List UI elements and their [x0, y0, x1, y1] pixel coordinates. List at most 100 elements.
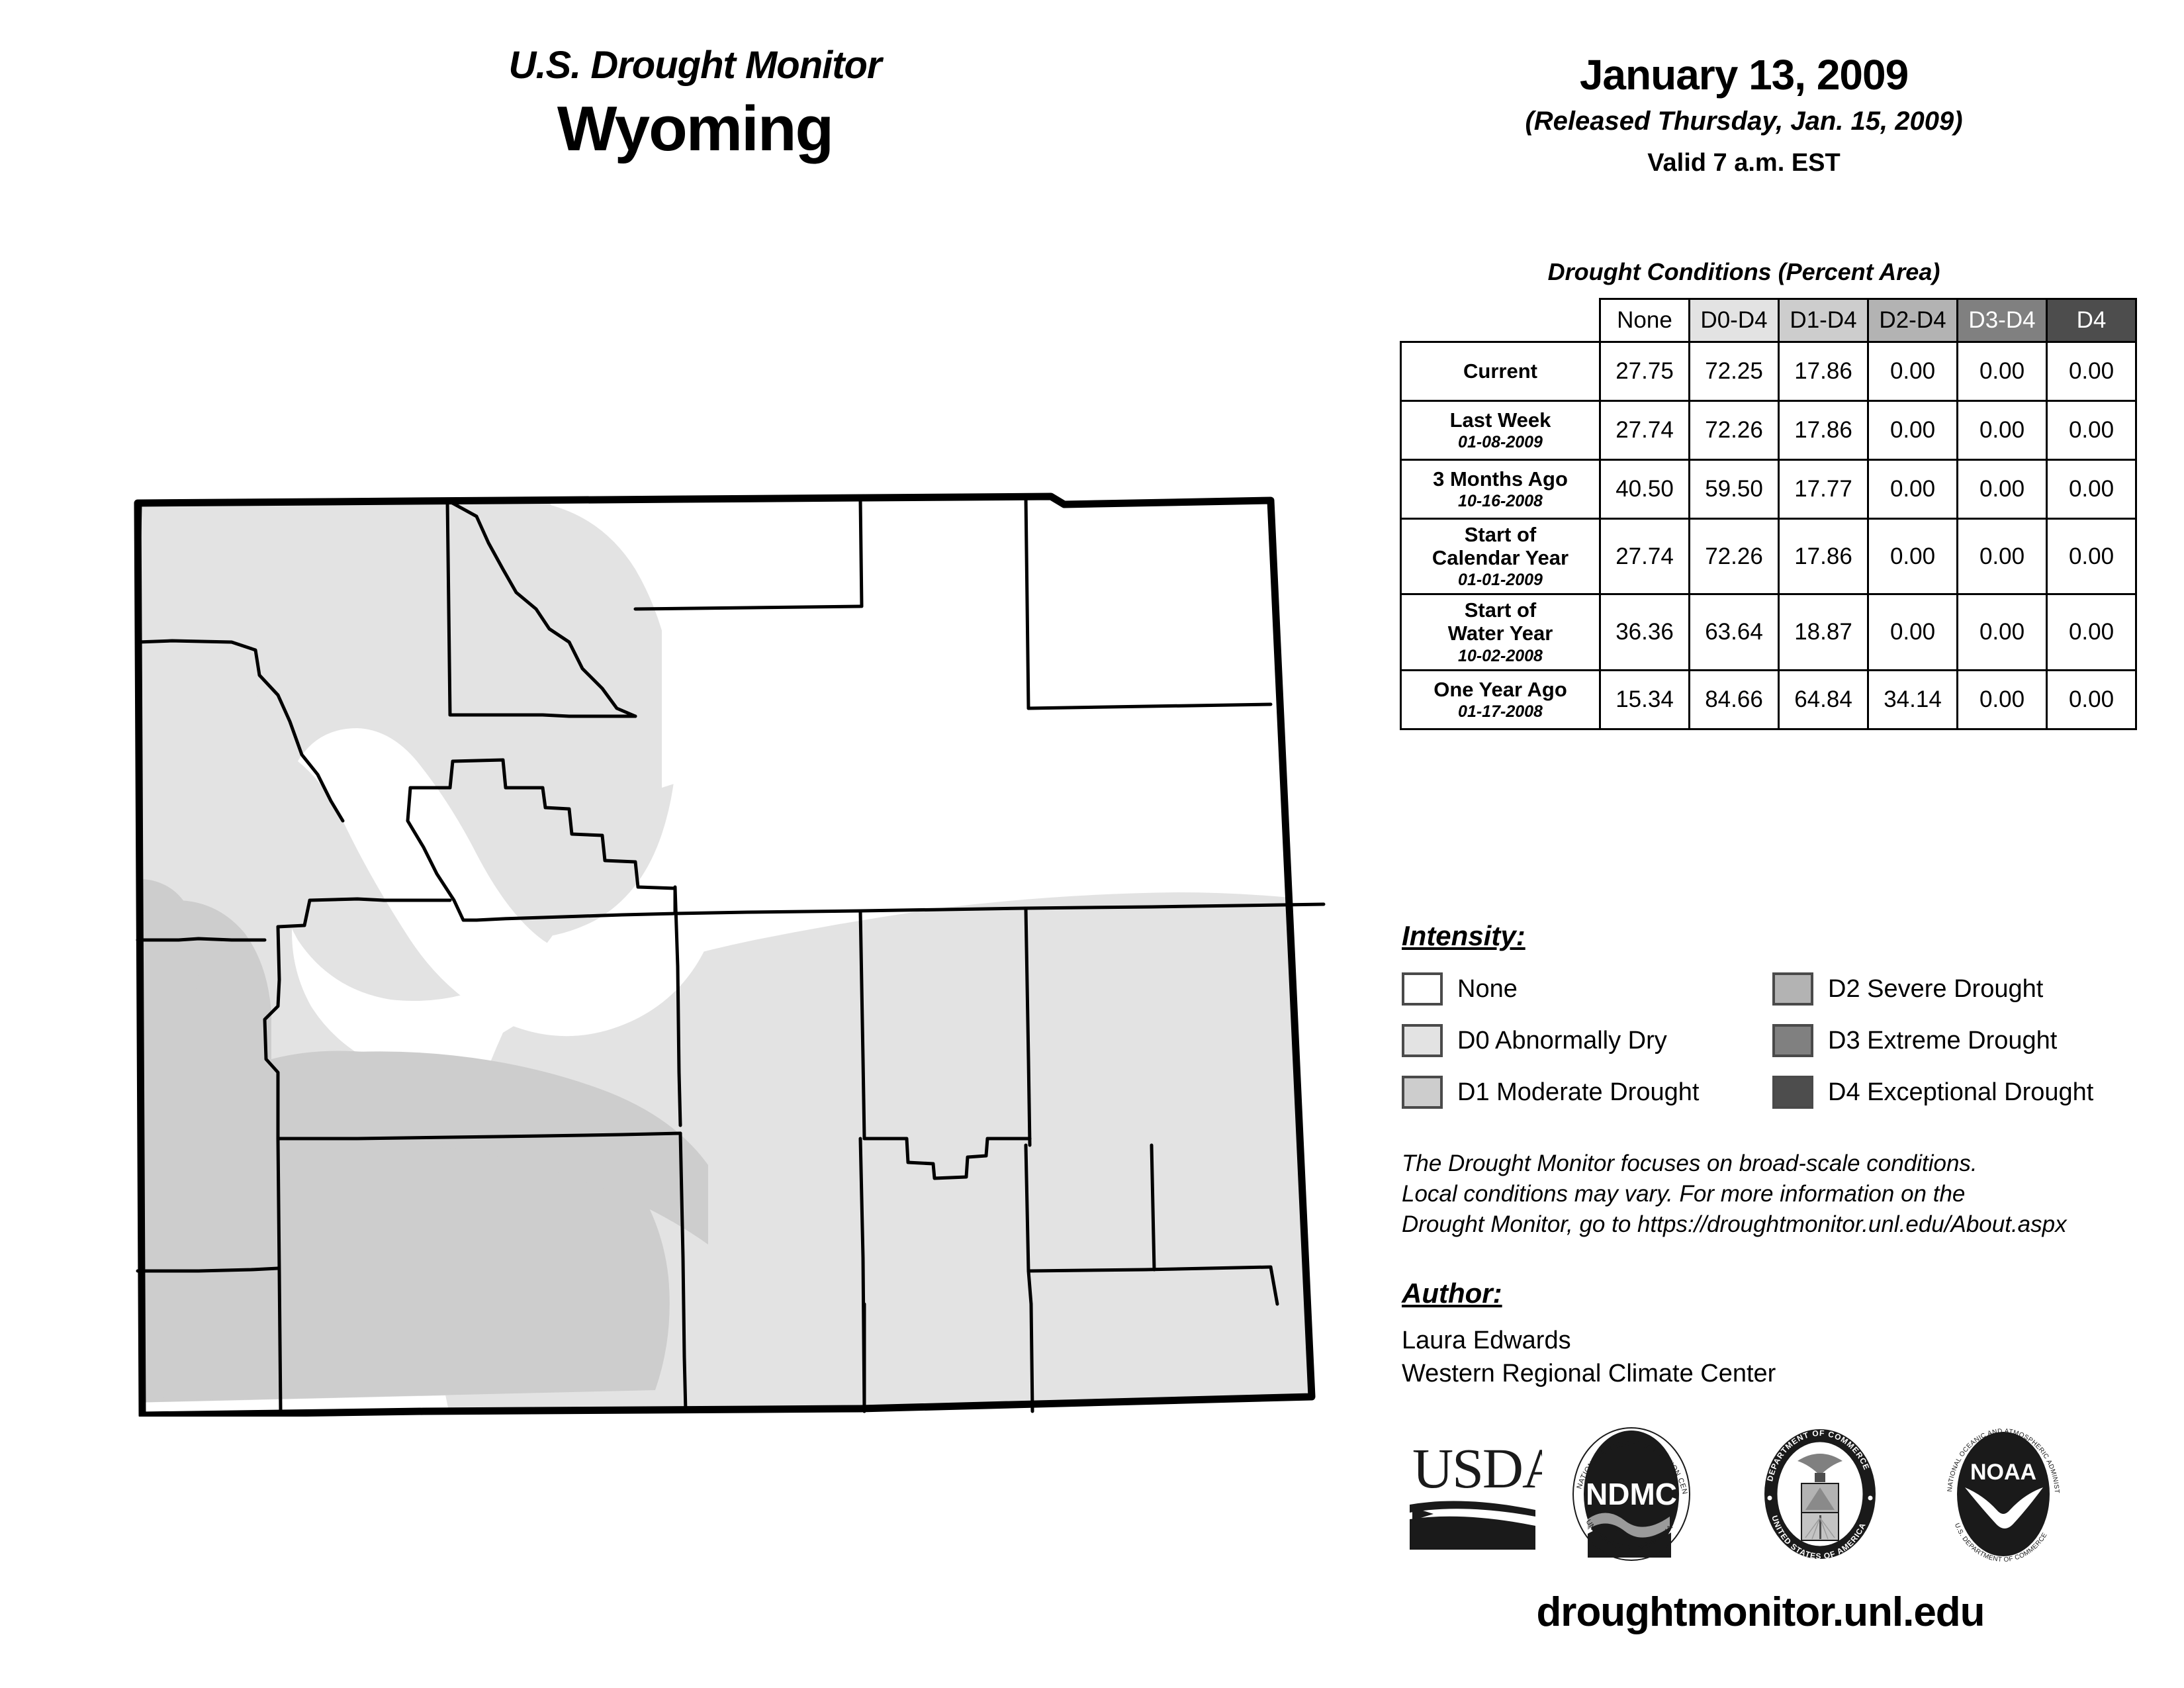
noaa-wordmark: NOAA: [1970, 1460, 2036, 1485]
row-date: 01-17-2008: [1458, 702, 1543, 722]
table-cell-value: 64.84: [1778, 669, 1869, 730]
table-corner-cell: [1401, 299, 1600, 342]
report-release-date: (Released Thursday, Jan. 15, 2009): [1525, 107, 1963, 136]
legend-label-d3: D3 Extreme Drought: [1828, 1026, 2058, 1055]
author-title: Author:: [1402, 1278, 1502, 1309]
table-cell-value: 17.86: [1778, 517, 1869, 596]
column-header-d2-d4: D2-D4: [1867, 298, 1958, 343]
legend-label-none: None: [1457, 974, 1518, 1003]
legend-swatch-d2: [1772, 972, 1813, 1006]
state-outline-wyoming: [134, 492, 1316, 1417]
table-cell-value: 0.00: [2046, 593, 2137, 671]
table-cell-value: 0.00: [1956, 593, 2048, 671]
legend-label-d1: D1 Moderate Drought: [1457, 1078, 1700, 1106]
table-cell-value: 0.00: [1867, 341, 1958, 402]
table-cell-value: 0.00: [1867, 400, 1958, 461]
intensity-legend: None D2 Severe Drought D0 Abnormally Dry…: [1402, 972, 2116, 1109]
table-cell-value: 17.77: [1778, 459, 1869, 520]
table-cell-value: 0.00: [2046, 517, 2137, 596]
state-title: Wyoming: [557, 93, 834, 164]
table-cell-value: 0.00: [1956, 459, 2048, 520]
legend-swatch-d4: [1772, 1076, 1813, 1109]
table-cell-value: 72.26: [1688, 517, 1780, 596]
table-row: Start of Water Year 10-02-2008 36.36 63.64 18…: [1400, 593, 2137, 671]
column-header-none: None: [1599, 298, 1690, 343]
drought-area-d1-southwest: [138, 900, 670, 1403]
table-body: Current 27.75 72.25 17.86 0.00 0.00 0.00 Last W…: [1400, 341, 2137, 730]
table-row: Last Week 01-08-2009 27.74 72.26 17.86 0.00 0.…: [1400, 400, 2137, 461]
legend-swatch-none: [1402, 972, 1443, 1006]
drought-conditions-table: None D0-D4 D1-D4 D2-D4 D3-D4 D4 Current 2…: [1400, 298, 2137, 730]
table-row: 3 Months Ago 10-16-2008 40.50 59.50 17.77 0.0…: [1400, 459, 2137, 520]
footer-url[interactable]: droughtmonitor.unl.edu: [1536, 1589, 1985, 1635]
drought-area-d1-south-tongue: [278, 1051, 708, 1244]
intensity-legend-title: Intensity:: [1402, 920, 1525, 951]
table-cell-value: 27.74: [1599, 400, 1690, 461]
table-cell-value: 0.00: [1867, 517, 1958, 596]
table-cell-value: 27.75: [1599, 341, 1690, 402]
usda-wordmark: USDA: [1412, 1436, 1542, 1500]
table-cell-value: 27.74: [1599, 517, 1690, 596]
row-label: 3 Months Ago 10-16-2008: [1400, 459, 1601, 520]
row-date: 10-16-2008: [1458, 492, 1543, 511]
table-cell-value: 34.14: [1867, 669, 1958, 730]
legend-item-d2: D2 Severe Drought: [1772, 972, 2116, 1006]
column-header-d0-d4: D0-D4: [1688, 298, 1780, 343]
department-of-commerce-seal: DEPARTMENT OF COMMERCE UNITED STATES OF …: [1764, 1429, 1876, 1561]
report-date: January 13, 2009: [1579, 51, 1909, 99]
usda-logo: USDA: [1410, 1436, 1542, 1550]
table-cell-value: 0.00: [1956, 341, 2048, 402]
table-row: Start of Calendar Year 01-01-2009 27.74 72.2…: [1400, 517, 2137, 596]
table-cell-value: 59.50: [1688, 459, 1780, 520]
legend-label-d0: D0 Abnormally Dry: [1457, 1026, 1667, 1055]
table-cell-value: 0.00: [2046, 400, 2137, 461]
author-affiliation: Western Regional Climate Center: [1402, 1360, 1776, 1388]
report-header: January 13, 2009 (Released Thursday, Jan…: [1410, 51, 2078, 177]
table-cell-value: 0.00: [2046, 459, 2137, 520]
table-cell-value: 72.26: [1688, 400, 1780, 461]
table-row: Current 27.75 72.25 17.86 0.00 0.00 0.00: [1400, 341, 2137, 402]
table-cell-value: 63.64: [1688, 593, 1780, 671]
table-header-row: None D0-D4 D1-D4 D2-D4 D3-D4 D4: [1401, 298, 2137, 343]
legend-label-d2: D2 Severe Drought: [1828, 974, 2044, 1003]
table-cell-value: 0.00: [1867, 459, 1958, 520]
table-caption: Drought Conditions (Percent Area): [1547, 258, 1940, 285]
column-header-d1-d4: D1-D4: [1778, 298, 1869, 343]
wyoming-drought-map: [79, 477, 1337, 1417]
table-cell-value: 17.86: [1778, 400, 1869, 461]
table-cell-value: 0.00: [2046, 669, 2137, 730]
none-area-central: [298, 728, 725, 1037]
row-label: One Year Ago 01-17-2008: [1400, 669, 1601, 730]
table-row: One Year Ago 01-17-2008 15.34 84.66 64.84 34.…: [1400, 669, 2137, 730]
column-header-d3-d4: D3-D4: [1956, 298, 2048, 343]
table-cell-value: 0.00: [1956, 669, 2048, 730]
product-title: U.S. Drought Monitor: [508, 44, 882, 87]
row-label: Start of Calendar Year 01-01-2009: [1400, 517, 1601, 596]
column-header-d4: D4: [2046, 298, 2137, 343]
drought-overlay-group: [138, 496, 1312, 1415]
row-date: 10-02-2008: [1458, 646, 1543, 665]
row-label: Current: [1400, 341, 1601, 402]
table-cell-value: 40.50: [1599, 459, 1690, 520]
legend-swatch-d1: [1402, 1076, 1443, 1109]
row-label: Last Week 01-08-2009: [1400, 400, 1601, 461]
author-block: Laura Edwards Western Regional Climate C…: [1402, 1324, 1776, 1390]
table-cell-value: 18.87: [1778, 593, 1869, 671]
ndmc-logo: NDMC NATIONAL DROUGHT MITIGATION CENTER …: [1565, 1427, 1690, 1561]
table-cell-value: 36.36: [1599, 593, 1690, 671]
table-cell-value: 84.66: [1688, 669, 1780, 730]
legend-item-d4: D4 Exceptional Drought: [1772, 1075, 2116, 1109]
table-cell-value: 0.00: [1867, 593, 1958, 671]
table-cell-value: 0.00: [1956, 517, 2048, 596]
table-cell-value: 15.34: [1599, 669, 1690, 730]
legend-swatch-d3: [1772, 1024, 1813, 1057]
noaa-logo: NOAA NATIONAL OCEANIC AND ATMOSPHERIC AD…: [1936, 1427, 2060, 1562]
table-cell-value: 0.00: [2046, 341, 2137, 402]
legend-swatch-d0: [1402, 1024, 1443, 1057]
none-area-north-band: [662, 496, 1312, 788]
legend-item-d1: D1 Moderate Drought: [1402, 1075, 1772, 1109]
row-label: Start of Water Year 10-02-2008: [1400, 593, 1601, 671]
table-cell-value: 17.86: [1778, 341, 1869, 402]
table-cell-value: 0.00: [1956, 400, 2048, 461]
report-valid-time: Valid 7 a.m. EST: [1647, 149, 1841, 177]
